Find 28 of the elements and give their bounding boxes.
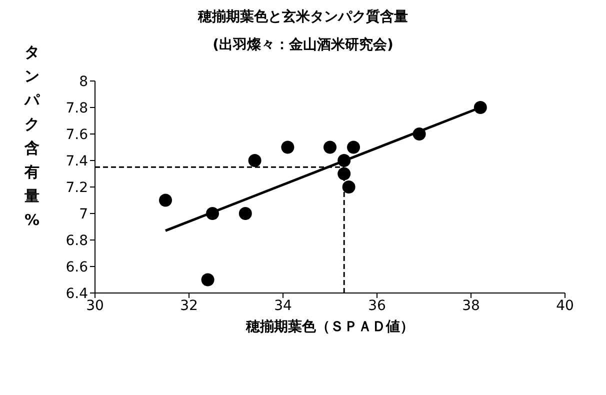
point <box>159 194 172 207</box>
y-tick-label: 6.6 <box>66 259 88 276</box>
x-tick-label: 40 <box>556 298 574 314</box>
point <box>324 140 336 154</box>
y-tick-label: 7.4 <box>66 153 88 170</box>
point <box>281 140 294 154</box>
y-tick-label: 7.8 <box>66 100 88 116</box>
y-tick-label: 7 <box>79 206 88 222</box>
y-tick-label: 6.4 <box>66 286 88 302</box>
y-tick-label: 7.6 <box>66 126 88 143</box>
point <box>248 154 262 167</box>
point <box>201 273 214 286</box>
chart-subtitle: (出羽燦々：金山酒米研究会) <box>212 37 394 53</box>
x-tick-label: 34 <box>274 298 292 314</box>
y-tick-label: 8 <box>79 74 88 90</box>
x-axis-title: 穂揃期葉色（ＳＰＡＤ値） <box>244 318 415 336</box>
chart-title: 穂揃期葉色と玄米タンパク質含量 <box>196 8 409 26</box>
point <box>238 207 252 220</box>
y-axis-title: タンパク含有量% <box>23 42 41 231</box>
y-tick-label: 6.8 <box>66 232 88 249</box>
x-tick-label: 32 <box>180 298 198 314</box>
point <box>342 180 356 194</box>
x-tick-label: 38 <box>462 298 480 314</box>
point <box>347 140 360 154</box>
y-tick-label: 7.2 <box>66 180 88 196</box>
x-tick-label: 36 <box>368 298 386 314</box>
x-tick-label: 30 <box>86 298 104 314</box>
point <box>338 167 351 180</box>
